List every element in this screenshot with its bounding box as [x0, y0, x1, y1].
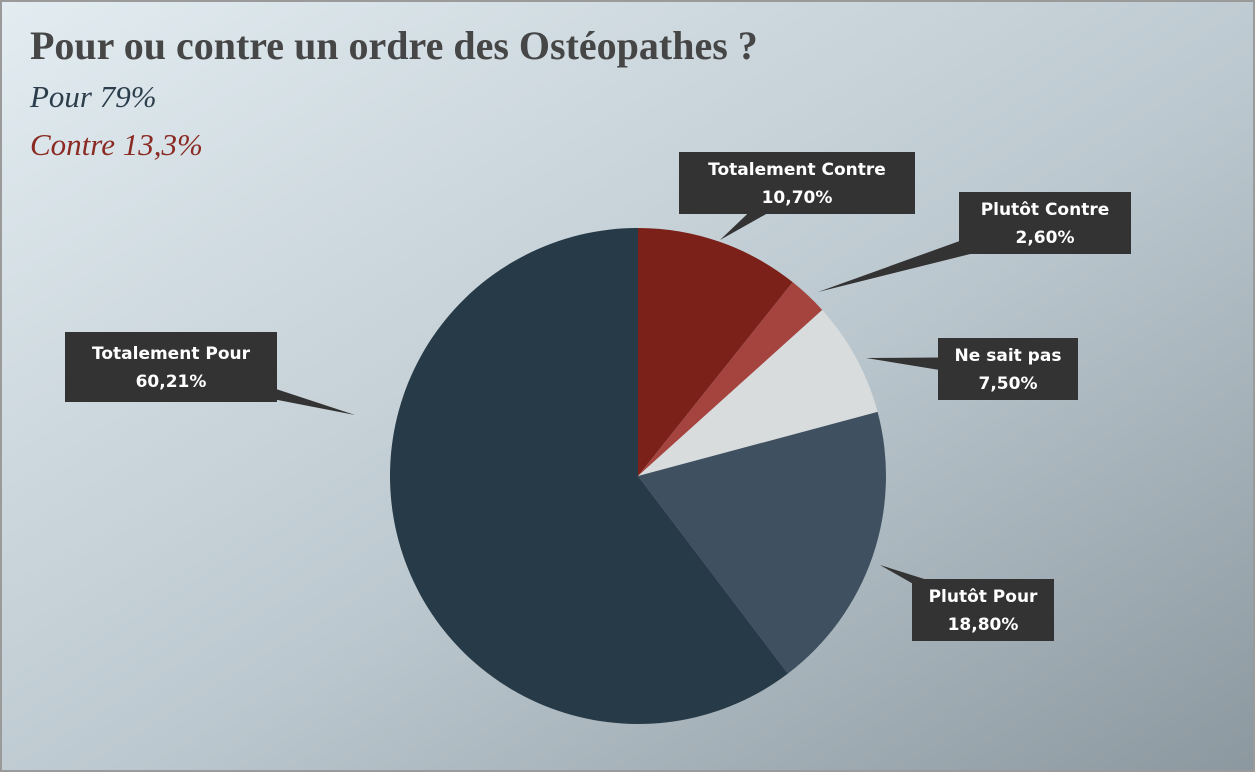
data-label-value: 18,80% [948, 615, 1019, 635]
data-label-value: 7,50% [979, 374, 1038, 394]
label-box [679, 152, 915, 214]
pie-slice [638, 228, 793, 476]
data-label-value: 60,21% [136, 372, 207, 392]
subtitle: Contre 13,3% [30, 127, 203, 162]
pie-slice [638, 282, 823, 476]
pie-slice [638, 411, 886, 674]
data-labels: Totalement Contre 10,70% Plutôt Contre 2,60… [65, 152, 1131, 641]
chart-title: Pour ou contre un ordre des Ostéopathes … [30, 23, 758, 68]
label-box [959, 192, 1131, 254]
label-box [912, 579, 1054, 641]
data-label-value: 10,70% [762, 188, 833, 208]
subtitles: Pour 79% Contre 13,3% [29, 79, 203, 162]
pie-slice [390, 228, 788, 725]
subtitle: Pour 79% [29, 79, 157, 114]
label-box [65, 332, 277, 402]
data-label-name: Ne sait pas [955, 346, 1062, 366]
pie [390, 228, 886, 725]
label-box [938, 338, 1078, 400]
data-label-value: 2,60% [1016, 228, 1075, 248]
data-label-name: Plutôt Contre [981, 200, 1110, 220]
data-label-name: Totalement Pour [92, 344, 251, 364]
pie-slice [638, 309, 878, 476]
data-label-name: Plutôt Pour [929, 587, 1038, 607]
data-label-name: Totalement Contre [708, 160, 886, 180]
